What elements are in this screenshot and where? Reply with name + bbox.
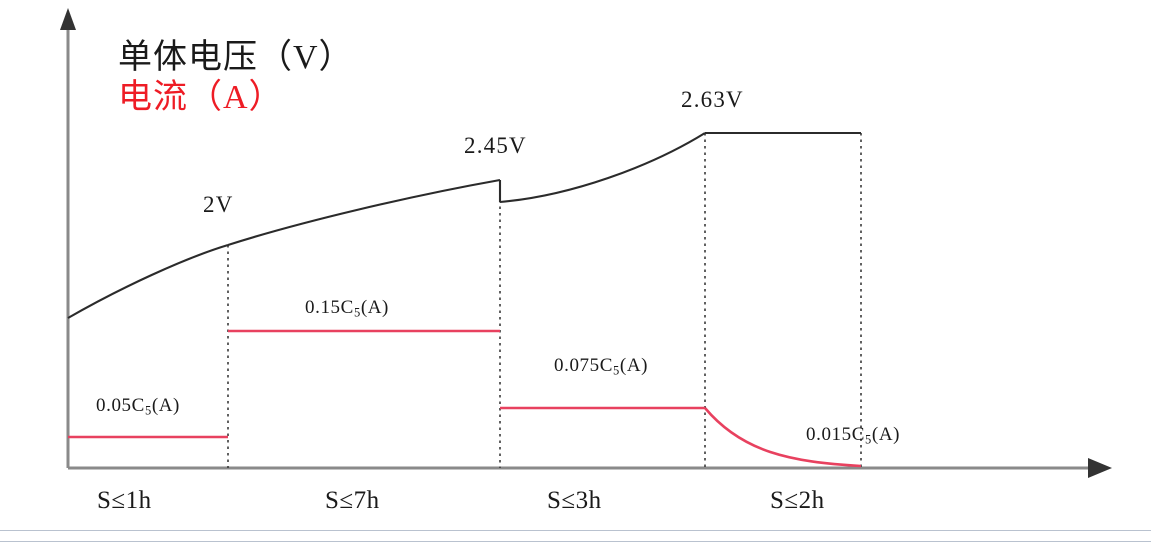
x-axis-label-stage-3: S≤3h xyxy=(547,487,602,514)
x-axis-arrowhead xyxy=(1088,458,1112,478)
x-axis-label-stage-1: S≤1h xyxy=(97,487,152,514)
legend: 单体电压（V） 电流（A） xyxy=(118,38,354,118)
current-annotation-stage-2: 0.15C5(A) xyxy=(305,297,389,321)
x-axis-label-stage-2: S≤7h xyxy=(325,487,380,514)
current-annotation-stage-1: 0.05C5(A) xyxy=(96,395,180,419)
current-annotation-stage-3-value: 0.075C xyxy=(554,355,614,376)
voltage-annotation-245v: 2.45V xyxy=(464,133,527,158)
current-annotation-stage-4-unit: (A) xyxy=(871,424,901,445)
legend-item-current: 电流（A） xyxy=(118,79,284,117)
current-annotation-stage-4-value: 0.015C xyxy=(806,424,866,445)
current-annotation-stage-2-value: 0.15C xyxy=(305,297,354,318)
voltage-annotation-2v: 2V xyxy=(203,192,234,217)
current-annotation-stage-1-sub: 5 xyxy=(144,403,152,418)
current-annotation-stage-4: 0.015C5(A) xyxy=(806,424,900,448)
current-annotation-stage-2-unit: (A) xyxy=(360,297,389,318)
current-annotation-stage-2-sub: 5 xyxy=(353,305,361,320)
current-annotation-stage-3-sub: 5 xyxy=(613,363,620,378)
current-annotation-stage-3: 0.075C5(A) xyxy=(554,355,648,379)
voltage-curve-stage-3 xyxy=(499,132,706,204)
x-axis-label-stage-4: S≤2h xyxy=(770,487,825,514)
current-annotation-stage-3-unit: (A) xyxy=(619,355,649,376)
voltage-curve-stage-2 xyxy=(227,178,501,247)
voltage-annotation-263v: 2.63V xyxy=(681,87,744,112)
voltage-curve-stage-1 xyxy=(67,243,229,319)
current-annotation-stage-4-sub: 5 xyxy=(865,432,872,447)
y-axis-arrowhead xyxy=(60,8,76,30)
footer-divider-bottom xyxy=(0,541,1151,542)
current-annotation-stage-1-unit: (A) xyxy=(151,395,180,416)
current-decay-step-4 xyxy=(704,407,862,468)
current-annotation-stage-1-value: 0.05C xyxy=(96,395,145,416)
footer-divider-top xyxy=(0,530,1151,531)
legend-item-voltage: 单体电压（V） xyxy=(118,39,354,76)
